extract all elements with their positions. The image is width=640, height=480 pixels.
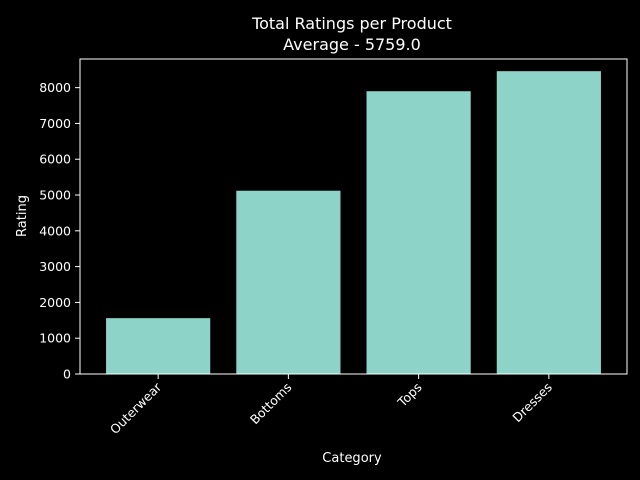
bars (106, 71, 601, 375)
y-tick-label: 7000 (39, 116, 71, 131)
y-axis-label: Rating (15, 195, 30, 237)
y-tick-label: 0 (63, 367, 71, 382)
y-axis-ticks: 0 1000 2000 3000 4000 5000 6000 7000 8000 (39, 80, 80, 382)
y-tick-label: 8000 (39, 80, 71, 95)
y-tick-label: 4000 (39, 223, 71, 238)
y-tick-label: 2000 (39, 295, 71, 310)
y-tick-label: 6000 (39, 152, 71, 167)
y-tick-label: 3000 (39, 259, 71, 274)
x-axis-ticks: Outerwear Bottoms Tops Dresses (107, 374, 555, 437)
x-tick-label-tops: Tops (394, 380, 425, 411)
chart-title-line-2: Average - 5759.0 (283, 35, 421, 54)
y-tick-label: 1000 (39, 331, 71, 346)
x-tick-label-dresses: Dresses (509, 380, 555, 426)
plot-frame (79, 58, 628, 375)
x-axis-label: Category (322, 451, 382, 466)
bar-tops (366, 91, 471, 374)
chart-title-line-1: Total Ratings per Product (251, 14, 452, 33)
x-tick-label-outerwear: Outerwear (107, 379, 165, 437)
axes (79, 58, 628, 375)
x-tick-label-bottoms: Bottoms (247, 380, 295, 428)
bar-bottoms (236, 190, 341, 374)
bar-dresses (496, 71, 601, 375)
bar-outerwear (106, 318, 211, 374)
y-tick-label: 5000 (39, 188, 71, 203)
